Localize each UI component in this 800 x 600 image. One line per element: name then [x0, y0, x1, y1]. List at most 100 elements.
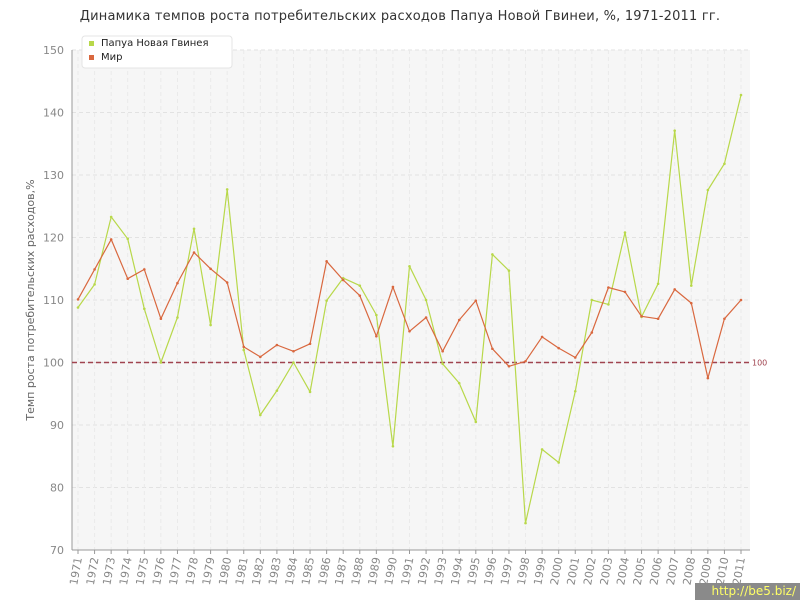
x-tick-label: 2002 — [581, 556, 599, 586]
data-point — [424, 298, 428, 302]
x-tick-label: 1999 — [531, 556, 549, 586]
data-point — [673, 129, 676, 132]
x-tick-label: 2001 — [565, 556, 583, 586]
data-point — [358, 294, 362, 297]
data-point — [656, 282, 660, 286]
data-point — [159, 317, 163, 321]
data-point — [126, 237, 130, 241]
x-tick-label: 2005 — [631, 556, 649, 586]
x-tick-label: 1985 — [299, 556, 317, 586]
data-point — [607, 303, 610, 306]
x-tick-label: 1975 — [134, 556, 152, 586]
data-point — [242, 345, 246, 349]
data-point — [474, 299, 478, 302]
y-tick-label: 150 — [43, 44, 64, 57]
x-tick-label: 1977 — [167, 556, 185, 586]
reference-line-label: 100 — [752, 359, 767, 368]
data-point — [143, 307, 146, 311]
x-tick-label: 1974 — [117, 556, 135, 586]
x-tick-label: 1992 — [415, 556, 433, 586]
data-point — [325, 259, 328, 263]
x-tick-label: 1993 — [432, 556, 450, 586]
legend-label: Папуа Новая Гвинея — [101, 38, 208, 49]
data-point — [292, 361, 295, 364]
watermark: http://be5.biz/ — [695, 583, 800, 600]
data-point — [259, 413, 262, 417]
x-tick-label: 2003 — [598, 556, 616, 586]
series-lines — [76, 93, 743, 525]
data-point — [706, 376, 710, 380]
data-point — [623, 290, 627, 294]
legend: Папуа Новая Гвинея Мир — [81, 35, 233, 69]
chart-title: Динамика темпов роста потребительских ра… — [79, 9, 721, 24]
data-point — [192, 227, 196, 231]
data-point — [93, 283, 96, 286]
data-point — [225, 188, 229, 191]
data-point — [292, 349, 295, 353]
data-point — [573, 356, 577, 359]
data-point — [491, 253, 494, 256]
x-tick-label: 2011 — [730, 556, 748, 586]
y-axis-ticks: 70 80 90 100 110 120 130 140 150 — [43, 44, 64, 557]
data-point — [457, 381, 461, 385]
data-point — [308, 342, 312, 346]
data-point — [159, 361, 163, 364]
data-point — [491, 347, 494, 351]
data-point — [739, 93, 743, 97]
x-tick-label: 1979 — [200, 556, 218, 586]
y-tick-label: 80 — [50, 482, 64, 495]
data-point — [739, 298, 743, 302]
data-point — [689, 284, 693, 287]
data-point — [590, 298, 594, 302]
data-point — [507, 364, 511, 368]
data-point — [109, 215, 113, 219]
data-point — [176, 281, 179, 285]
x-tick-label: 1976 — [150, 556, 168, 586]
legend-swatch — [89, 41, 94, 46]
data-point — [76, 306, 80, 309]
y-tick-label: 140 — [43, 107, 64, 120]
x-tick-label: 2008 — [681, 556, 699, 586]
y-tick-label: 90 — [50, 419, 64, 432]
data-point — [275, 343, 279, 347]
x-tick-label: 1996 — [482, 556, 500, 586]
data-point — [76, 298, 80, 301]
y-tick-label: 130 — [43, 169, 64, 182]
data-point — [524, 359, 527, 363]
x-tick-label: 1983 — [266, 556, 284, 586]
data-point — [623, 231, 627, 234]
data-point — [225, 281, 229, 284]
x-tick-label: 1995 — [465, 556, 483, 586]
legend-label: Мир — [101, 52, 122, 63]
data-point — [590, 331, 594, 334]
x-tick-label: 1987 — [332, 556, 350, 586]
y-tick-label: 70 — [50, 544, 64, 557]
data-point — [507, 269, 511, 272]
y-tick-label: 110 — [43, 294, 64, 307]
data-point — [391, 285, 395, 289]
data-point — [424, 316, 428, 319]
x-tick-label: 1990 — [382, 556, 400, 586]
data-point — [192, 251, 196, 254]
x-tick-label: 2000 — [548, 556, 566, 586]
data-point — [209, 267, 212, 271]
data-point — [673, 288, 676, 291]
x-tick-label: 1973 — [100, 556, 118, 586]
data-point — [358, 284, 362, 287]
x-tick-label: 2007 — [664, 556, 682, 586]
legend-swatch — [89, 55, 94, 60]
y-axis-label: Темп роста потребительских расходов,% — [24, 179, 37, 421]
data-point — [375, 313, 378, 317]
data-point — [557, 346, 560, 350]
data-point — [391, 444, 395, 448]
data-point — [557, 461, 560, 464]
data-point — [474, 420, 478, 424]
x-tick-label: 1989 — [366, 556, 384, 586]
data-point — [540, 335, 544, 339]
x-tick-label: 1991 — [399, 556, 417, 586]
data-point — [640, 314, 643, 318]
x-tick-label: 1980 — [216, 556, 234, 586]
data-point — [573, 389, 577, 393]
data-point — [408, 264, 411, 268]
